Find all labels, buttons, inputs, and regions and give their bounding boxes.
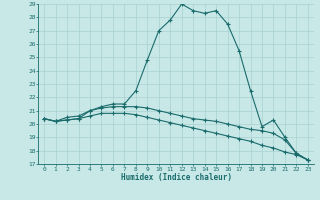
X-axis label: Humidex (Indice chaleur): Humidex (Indice chaleur): [121, 173, 231, 182]
